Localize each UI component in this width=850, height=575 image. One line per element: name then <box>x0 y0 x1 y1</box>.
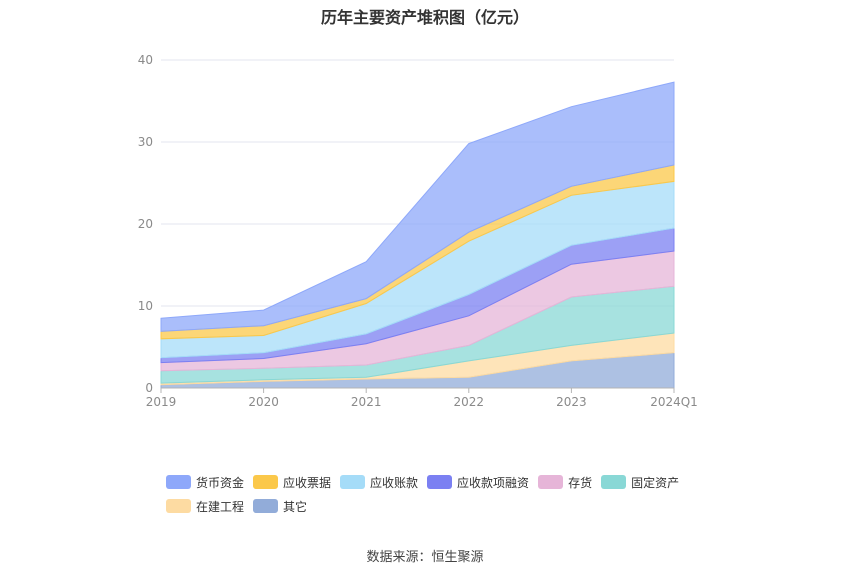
legend-label: 固定资产 <box>631 475 680 490</box>
legend-swatch <box>340 475 366 489</box>
y-tick-label: 0 <box>145 381 153 395</box>
x-tick-label: 2019 <box>146 395 177 409</box>
chart-title: 历年主要资产堆积图（亿元） <box>320 8 529 27</box>
legend-item[interactable]: 应收账款 <box>340 474 418 490</box>
legend-swatch <box>253 499 279 513</box>
legend-item[interactable]: 应收票据 <box>253 474 331 490</box>
legend: 货币资金 应收票据 应收账款 应收款项融资 存货 固定资产在建工程 其它 <box>166 474 726 522</box>
area-series-货币资金 <box>160 81 675 332</box>
y-tick-label: 40 <box>138 53 153 67</box>
legend-item[interactable]: 存货 <box>538 474 592 490</box>
legend-label: 应收票据 <box>283 475 332 490</box>
legend-label: 其它 <box>283 499 308 514</box>
y-tick-label: 30 <box>138 135 153 149</box>
legend-swatch <box>427 475 453 489</box>
axes: 0 10 20 30 40 2019 2020 2021 2022 2023 2024Q1 <box>138 53 698 409</box>
x-tick-label: 2023 <box>556 395 587 409</box>
legend-item[interactable]: 固定资产 <box>601 474 679 490</box>
legend-label: 应收款项融资 <box>457 475 530 490</box>
legend-label: 货币资金 <box>196 475 245 490</box>
legend-swatch <box>166 475 191 489</box>
x-tick-label: 2024Q1 <box>650 395 698 409</box>
x-tick-label: 2020 <box>248 395 279 409</box>
x-tick-label: 2022 <box>454 395 485 409</box>
legend-swatch <box>253 475 279 489</box>
area-series <box>160 81 675 389</box>
legend-label: 存货 <box>568 475 593 490</box>
x-tick-label: 2021 <box>351 395 382 409</box>
legend-item[interactable]: 货币资金 <box>166 474 244 490</box>
legend-label: 在建工程 <box>196 499 245 514</box>
legend-item[interactable]: 应收款项融资 <box>427 474 529 490</box>
legend-label: 应收账款 <box>370 475 419 490</box>
legend-swatch <box>538 475 564 489</box>
y-tick-label: 20 <box>138 217 153 231</box>
y-tick-label: 10 <box>138 299 153 313</box>
legend-item[interactable]: 其它 <box>253 498 307 514</box>
legend-item[interactable]: 在建工程 <box>166 498 244 514</box>
source-note: 数据来源：恒生聚源 <box>366 550 484 565</box>
legend-swatch <box>166 499 191 513</box>
legend-swatch <box>601 475 627 489</box>
